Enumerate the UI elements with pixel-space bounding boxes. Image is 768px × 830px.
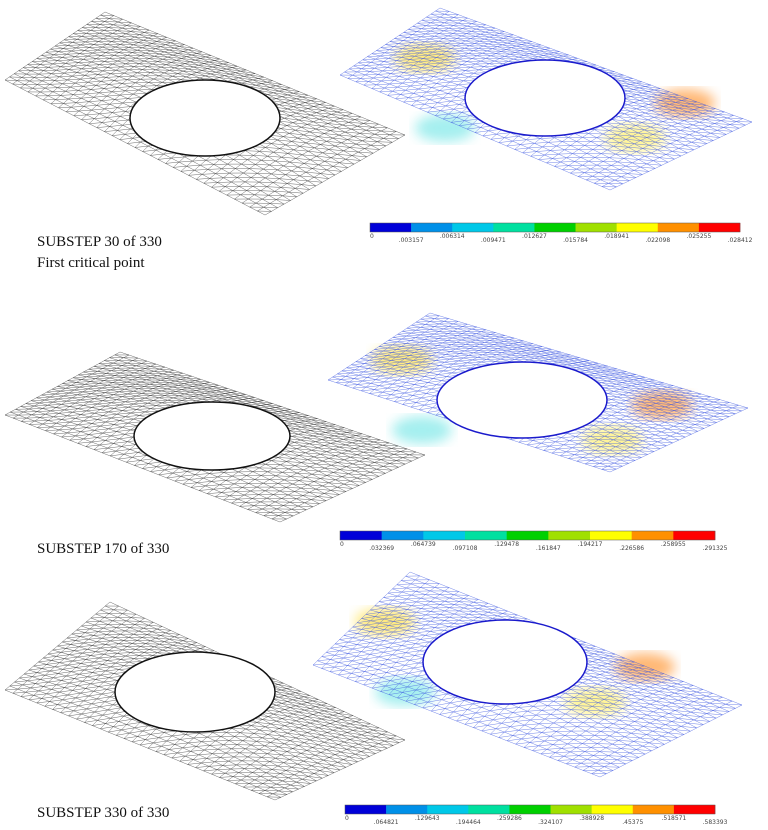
color-bar: 0 .003157 .006314 .009471 .012627 .015784 .018… [369,222,753,244]
legend-label: .018941 [604,233,629,240]
legend-label: .025255 [686,233,711,240]
color-swatch [590,531,632,540]
legend-label: .324107 [538,819,563,826]
stress-spot [415,114,475,142]
color-swatch [550,805,592,814]
color-swatch [411,223,453,232]
legend-label: .032369 [369,545,394,552]
legend-label: .097108 [453,545,478,552]
hole [129,79,281,157]
color-swatch [452,223,494,232]
legend-label: .009471 [481,237,506,244]
color-swatch [548,531,591,540]
legend-label: 0 [340,541,344,548]
color-swatch [493,223,535,232]
color-swatch [340,531,382,540]
caption: SUBSTEP 170 of 330 [37,541,169,557]
legend-label: .226586 [619,545,644,552]
stress-spot [565,688,625,716]
legend-label: .583393 [703,819,728,826]
color-swatch [673,531,716,540]
legend-label: .028412 [728,237,753,244]
mesh [327,312,749,473]
color-swatch [427,805,469,814]
legend-label: .45375 [622,819,643,826]
meshes [4,7,753,801]
legend-label: .129478 [494,541,519,548]
color-swatch [698,223,741,232]
hole [436,361,608,439]
legend-label: .291325 [703,545,728,552]
color-swatch [509,805,551,814]
color-swatch [506,531,549,540]
legend-label: .258955 [661,541,686,548]
legend-label: .194464 [456,819,481,826]
legend-label: .003157 [399,237,424,244]
mesh [339,7,753,191]
color-swatch [575,223,617,232]
legend-label: .161847 [536,545,561,552]
color-swatch [632,805,675,814]
legend-label: .388928 [579,815,604,822]
stress-spot [355,608,415,636]
mesh [4,11,406,216]
legend-label: 0 [370,233,374,240]
legend-label: .015784 [563,237,588,244]
stress-spot [392,416,452,444]
legend-label: .518571 [661,815,686,822]
color-bar: 0 .064821 .129643 .194464 .259286 .324107 .388… [344,804,728,826]
color-swatch [423,531,466,540]
hole [114,651,276,733]
color-swatch [468,805,510,814]
color-swatch [381,531,424,540]
color-swatch [345,805,387,814]
legend-label: .022098 [645,237,670,244]
color-swatch [591,805,634,814]
caption: SUBSTEP 330 of 330 [37,805,169,821]
mesh [312,571,743,778]
legend-label: .064739 [411,541,436,548]
legend-label: .259286 [497,815,522,822]
stress-spot [605,124,665,152]
caption: SUBSTEP 30 of 330 [37,234,162,250]
hole [464,59,626,137]
legend-label: .129643 [415,815,440,822]
legend-label: .064821 [374,819,399,826]
color-bar-frame [369,222,741,233]
legend-label: .194217 [578,541,603,548]
color-bar-frame [344,804,716,815]
color-swatch [616,223,659,232]
color-swatch [631,531,674,540]
hole [422,619,588,705]
legend-label: 0 [345,815,349,822]
hole [133,401,291,471]
mesh [4,351,426,523]
color-swatch [386,805,428,814]
color-swatch [370,223,412,232]
color-swatch [673,805,716,814]
mesh [4,601,406,801]
color-swatch [657,223,700,232]
legend-label: .012627 [522,233,547,240]
caption-note: First critical point [37,255,145,271]
color-swatch [534,223,576,232]
legend-label: .006314 [440,233,465,240]
color-bar: 0 .032369 .064739 .097108 .129478 .161847 .194… [339,530,728,552]
legends: 0 .003157 .006314 .009471 .012627 .015784 .018… [339,222,753,826]
color-bar-frame [339,530,716,541]
color-swatch [465,531,507,540]
